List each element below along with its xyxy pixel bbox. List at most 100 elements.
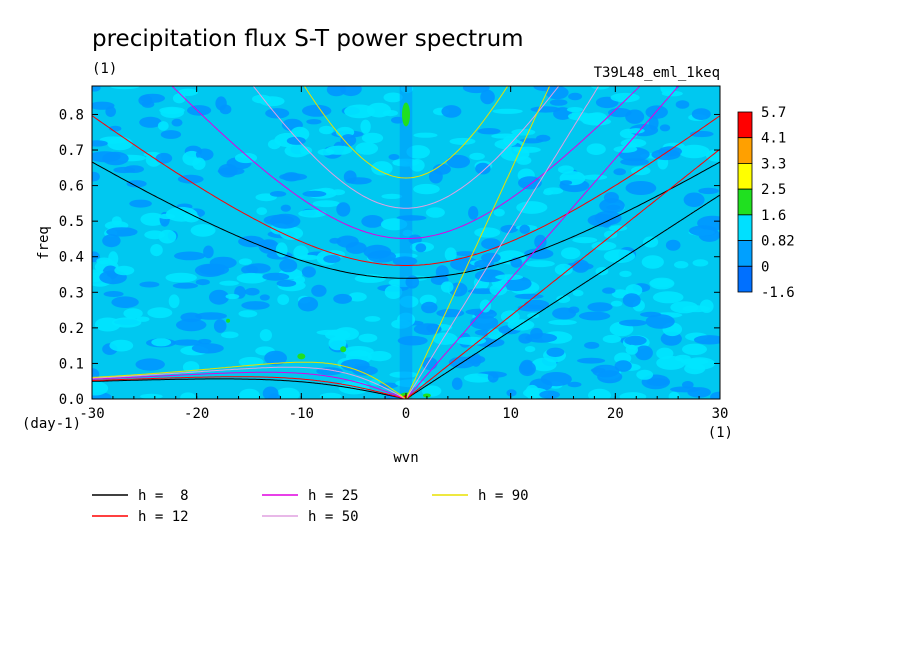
field-patch-dark (536, 134, 551, 142)
dispersion-curve (92, 366, 407, 399)
colorbar-swatch (737, 137, 753, 164)
field-patch-dark (519, 224, 530, 234)
field-patch-dark (584, 341, 600, 349)
field-patch-dark (606, 204, 621, 211)
field-patch-light (660, 86, 676, 95)
field-patch-dark (174, 251, 206, 261)
field-patch-dark (172, 339, 202, 346)
colorbar-swatch (737, 111, 753, 139)
field-patch-light (425, 207, 445, 218)
field-patch-light (96, 257, 113, 265)
field-patch-dark (259, 294, 270, 301)
field-patch-dark (646, 378, 670, 386)
field-patch-light (572, 289, 584, 297)
field-patch-dark (525, 333, 558, 343)
field-patch-light (221, 331, 239, 339)
field-patch-light (259, 96, 285, 107)
field-patch-light (177, 88, 199, 97)
field-patch-dark (624, 335, 647, 346)
dispersion-curve (405, 86, 551, 399)
field-patch-light (469, 152, 485, 160)
field-patch-dark (415, 243, 427, 253)
x-axis-unit: (1) (708, 425, 733, 441)
field-patch-light (636, 369, 654, 380)
field-patch-dark (126, 180, 147, 188)
field-patch-dark (450, 257, 480, 272)
field-patch-dark (103, 291, 124, 297)
y-axis-unit: (day-1) (22, 416, 81, 432)
field-patch-dark (276, 279, 297, 287)
y-axis-label: freq (36, 226, 52, 260)
field-peak (402, 102, 410, 127)
field-patch-dark (333, 293, 352, 304)
field-patch-light (136, 316, 150, 322)
field-patch-dark (301, 266, 316, 278)
field-patch-light (591, 241, 617, 251)
field-patch-light (610, 300, 623, 307)
field-patch-dark (421, 301, 438, 314)
field-patch-dark (280, 204, 291, 212)
field-patch-dark (209, 289, 229, 305)
colorbar-swatch (737, 163, 753, 190)
field-patch-light (603, 249, 636, 263)
field-patch-light (192, 157, 206, 170)
field-patch-light (180, 392, 196, 399)
field-patch-light (312, 200, 340, 208)
field-patch-light (165, 272, 197, 283)
field-patch-dark (602, 287, 616, 294)
field-patch-dark (659, 124, 671, 132)
dispersion-curves (92, 86, 720, 399)
y-tick-label: 0.2 (59, 321, 84, 337)
field-patch-light (330, 189, 346, 196)
spectrum-field (92, 86, 720, 399)
field-patch-dark (587, 302, 613, 312)
x-axis: -30 -20 -10 0 10 20 30 (79, 86, 728, 422)
field-patch-dark (534, 234, 547, 249)
field-patch-dark (665, 239, 681, 251)
field-patch-dark (203, 245, 214, 259)
field-patch-dark (597, 370, 623, 384)
field-patch-light (151, 338, 172, 347)
field-patch-light (371, 161, 393, 176)
field-patch-dark (172, 282, 198, 289)
field-patch-light (382, 110, 398, 117)
field-patch-light (165, 206, 198, 222)
field-patch-light (649, 277, 675, 290)
field-patch-dark (218, 163, 238, 178)
field-patch-light (406, 145, 431, 159)
field-patch-light (317, 148, 335, 156)
field-patch-dark (441, 105, 462, 118)
field-patch-dark (474, 269, 506, 283)
field-patch-light (566, 107, 584, 113)
colorbar-label: 0 (761, 259, 769, 275)
field-patch-dark (195, 312, 228, 320)
field-patch-light (682, 343, 707, 355)
field-patch-light (692, 259, 709, 267)
y-tick-label: 0.3 (59, 285, 84, 301)
field-patch-light (543, 189, 554, 196)
colorbar-label: 4.1 (761, 131, 786, 147)
field-patch-light (293, 275, 306, 284)
field-patch-light (479, 299, 492, 313)
field-patch-light (275, 242, 288, 258)
legend-label: h = 25 (308, 488, 359, 504)
field-patch-dark (429, 169, 443, 184)
field-patch-light (613, 145, 638, 153)
chart-title: precipitation flux S-T power spectrum (92, 26, 524, 52)
colorbar-label: 1.6 (761, 208, 786, 224)
colorbar-swatch (737, 265, 753, 293)
field-patch-dark (587, 213, 616, 227)
field-patch-light (590, 86, 610, 90)
field-patch-light (582, 174, 608, 180)
field-patch-light (586, 143, 606, 155)
field-patch-light (381, 193, 403, 199)
y-tick-label: 0.8 (59, 107, 84, 123)
field-patch-dark (129, 199, 152, 208)
field-patch-dark (311, 284, 327, 297)
field-patch-light (525, 260, 555, 268)
colorbar-label: 0.82 (761, 234, 795, 250)
y-tick-label: 0.1 (59, 356, 84, 372)
field-patch-dark (451, 377, 463, 390)
field-patch-dark (213, 319, 227, 333)
